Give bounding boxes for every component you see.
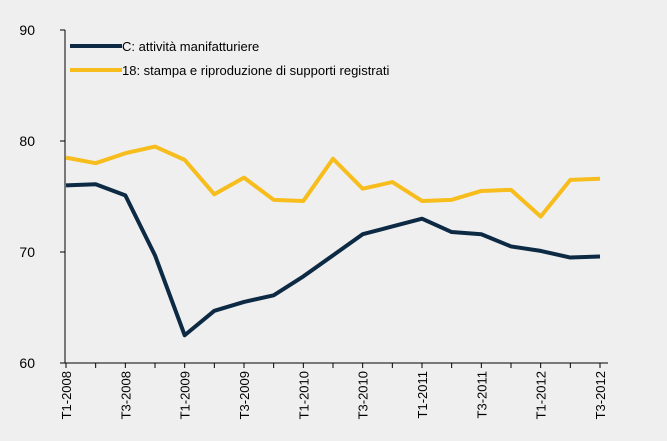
legend-label: C: attività manifatturiere (122, 39, 259, 54)
x-tick-label: T1-2010 (296, 371, 311, 419)
y-tick-label: 70 (19, 244, 35, 260)
x-tick-label: T3-2009 (237, 371, 252, 419)
series-line (65, 182, 601, 338)
x-tick-label: T1-2012 (534, 371, 549, 419)
x-tick-label: T3-2012 (593, 371, 608, 419)
x-tick-label: T3-2008 (118, 371, 133, 419)
x-tick-label: T3-2011 (474, 371, 489, 418)
x-tick-label: T1-2009 (178, 371, 193, 419)
x-tick-label: T1-2008 (59, 371, 74, 419)
y-tick-label: 60 (19, 355, 35, 371)
series-line (65, 144, 601, 219)
y-tick-label: 80 (19, 133, 35, 149)
x-tick-label: T3-2010 (356, 371, 371, 419)
y-tick-label: 90 (19, 22, 35, 38)
legend-label: 18: stampa e riproduzione di supporti re… (122, 63, 389, 78)
x-tick-label: T1-2011 (415, 371, 430, 418)
